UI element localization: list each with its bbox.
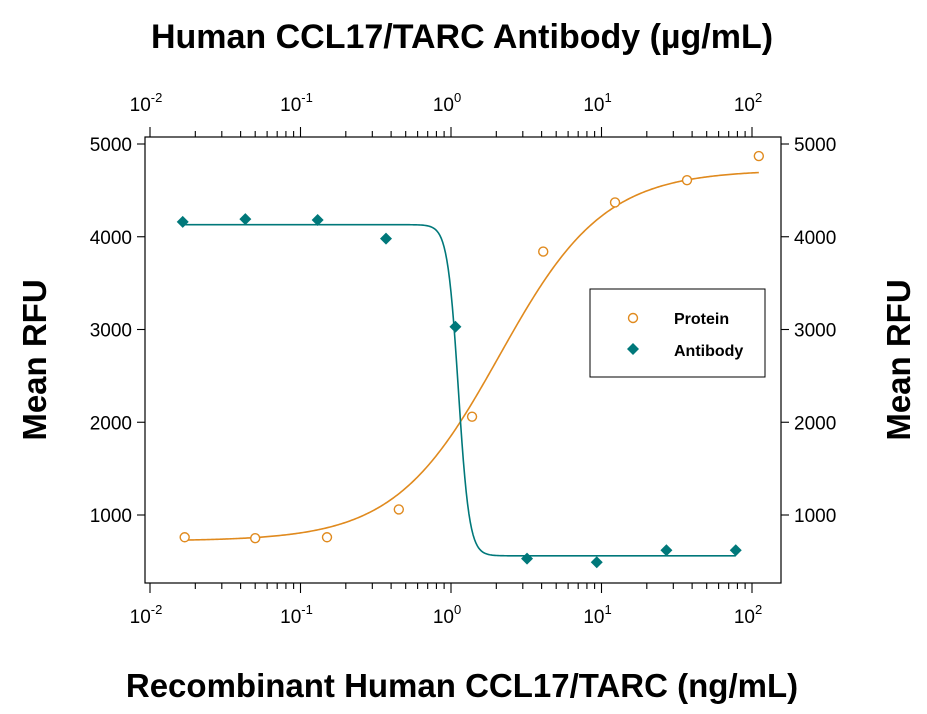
fit-curves xyxy=(182,171,759,557)
y-tick-label-left: 3000 xyxy=(90,321,132,342)
x-tick-label-bottom: 10-2 xyxy=(130,602,163,628)
protein-point xyxy=(609,197,621,208)
protein-point xyxy=(179,532,190,543)
antibody-point xyxy=(176,215,189,228)
data-points xyxy=(176,150,765,569)
x-tick-label-top: 101 xyxy=(583,90,611,116)
y-tick-label-left: 4000 xyxy=(90,228,132,249)
y-tick-label-right: 5000 xyxy=(794,135,836,156)
protein-point xyxy=(393,504,405,515)
antibody-point xyxy=(660,544,673,557)
protein-point xyxy=(753,150,765,162)
y-tick-label-right: 1000 xyxy=(794,506,836,527)
y-tick-label-right: 2000 xyxy=(794,413,836,434)
y-tick-label-left: 5000 xyxy=(90,135,132,156)
legend-antibody-marker xyxy=(627,343,639,355)
antibody-fit-curve xyxy=(182,223,736,557)
y-tick-label-left: 1000 xyxy=(90,506,132,527)
protein-point xyxy=(681,174,693,186)
legend-box xyxy=(589,288,766,378)
antibody-point xyxy=(521,552,534,565)
y-axis-label-left: Mean RFU xyxy=(16,279,53,440)
plot-frame xyxy=(144,136,782,584)
x-tick-label-bottom: 10-1 xyxy=(280,602,313,628)
protein-point xyxy=(249,532,261,544)
protein-point xyxy=(538,246,549,257)
x-tick-label-top: 10-2 xyxy=(130,90,163,116)
x-axis-label: Recombinant Human CCL17/TARC (ng/mL) xyxy=(126,667,798,704)
antibody-point xyxy=(590,556,603,569)
y-axis-label-right: Mean RFU xyxy=(880,279,917,440)
x-tick-label-bottom: 100 xyxy=(433,602,461,628)
x-tick-label-top: 10-1 xyxy=(280,90,313,116)
legend-antibody-label: Antibody xyxy=(674,343,743,360)
x-tick-label-top: 102 xyxy=(734,90,762,116)
antibody-point xyxy=(239,213,252,226)
x-tick-label-bottom: 101 xyxy=(583,602,611,628)
y-tick-label-right: 3000 xyxy=(794,321,836,342)
antibody-point xyxy=(311,214,324,227)
protein-point xyxy=(321,532,333,543)
antibody-point xyxy=(449,320,462,333)
protein-fit-curve xyxy=(184,171,759,541)
chart-title: Human CCL17/TARC Antibody (µg/mL) xyxy=(151,18,773,56)
legend: Protein Antibody xyxy=(589,288,766,378)
antibody-point xyxy=(380,232,393,245)
x-tick-label-bottom: 102 xyxy=(734,602,762,628)
x-tick-label-top: 100 xyxy=(433,90,461,116)
y-tick-label-left: 2000 xyxy=(90,413,132,434)
protein-point xyxy=(466,411,478,422)
y-tick-label-right: 4000 xyxy=(794,228,836,249)
legend-protein-label: Protein xyxy=(674,311,729,328)
legend-protein-marker xyxy=(627,312,639,324)
antibody-point xyxy=(729,544,742,557)
